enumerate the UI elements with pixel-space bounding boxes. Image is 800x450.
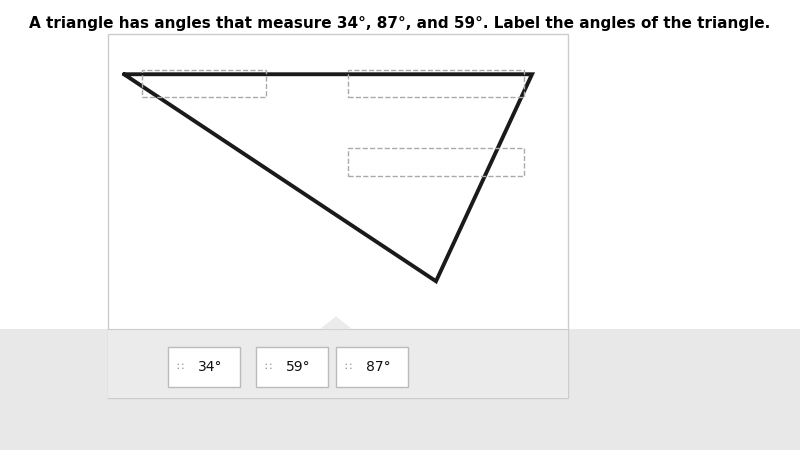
Bar bbox=[0, 0, 800, 328]
Text: ∷: ∷ bbox=[176, 362, 183, 372]
Bar bbox=[336, 346, 408, 387]
Bar bbox=[348, 70, 524, 97]
Bar bbox=[168, 346, 240, 387]
Text: 87°: 87° bbox=[366, 360, 390, 374]
Bar bbox=[108, 328, 568, 398]
Text: A triangle has angles that measure 34°, 87°, and 59°. Label the angles of the tr: A triangle has angles that measure 34°, … bbox=[30, 16, 770, 31]
Text: ∷: ∷ bbox=[344, 362, 351, 372]
Bar bbox=[108, 34, 568, 398]
Text: 34°: 34° bbox=[198, 360, 222, 374]
Bar bbox=[256, 346, 328, 387]
Text: ∷: ∷ bbox=[264, 362, 271, 372]
Text: 59°: 59° bbox=[286, 360, 310, 374]
Bar bbox=[142, 70, 266, 97]
Bar bbox=[348, 148, 524, 176]
Polygon shape bbox=[322, 317, 350, 328]
